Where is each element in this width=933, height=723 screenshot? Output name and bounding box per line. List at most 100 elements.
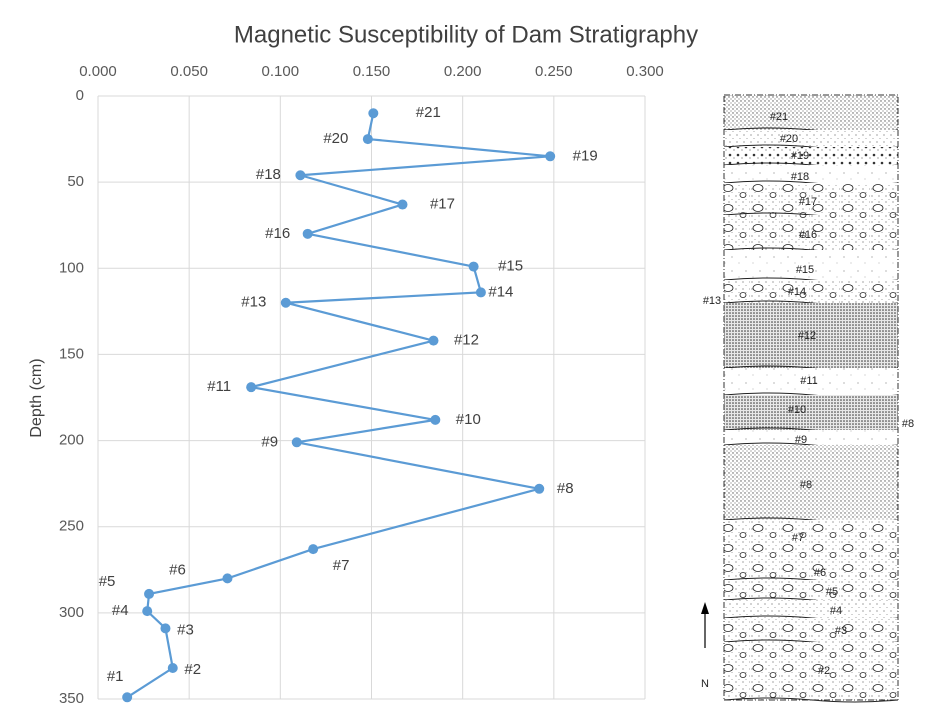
stratum-label: #20 bbox=[780, 133, 798, 145]
point-label: #4 bbox=[112, 602, 129, 619]
point-label: #18 bbox=[256, 166, 281, 183]
data-point bbox=[246, 382, 257, 393]
stratum bbox=[724, 520, 898, 580]
stratum-label: #15 bbox=[796, 264, 814, 276]
stratigraphy-column: #21 #20 #19 #18 #17 #16 #15 #14 #13 #12 #11 #10 #8 #9… bbox=[703, 94, 914, 703]
stratum bbox=[724, 280, 898, 303]
stratum-label: #8 bbox=[800, 479, 812, 491]
stratum-label: #3 bbox=[835, 625, 847, 637]
stratum bbox=[724, 147, 898, 165]
data-point bbox=[430, 414, 441, 425]
point-label: #10 bbox=[456, 411, 481, 428]
data-point bbox=[428, 335, 439, 346]
point-label: #7 bbox=[333, 557, 350, 574]
stratum bbox=[724, 250, 898, 280]
point-label: #2 bbox=[184, 661, 201, 678]
data-point bbox=[308, 544, 319, 555]
stratum-label: #8 bbox=[902, 418, 914, 430]
data-point bbox=[545, 151, 556, 162]
column-border bbox=[723, 94, 899, 701]
data-point bbox=[160, 623, 171, 634]
point-label: #20 bbox=[323, 130, 348, 147]
y-tick-label: 150 bbox=[59, 345, 84, 362]
point-label: #12 bbox=[454, 332, 479, 349]
north-label: N bbox=[701, 678, 709, 690]
stratum-label: #21 bbox=[770, 111, 788, 123]
data-point bbox=[362, 134, 373, 145]
chart-title: Magnetic Susceptibility of Dam Stratigra… bbox=[234, 21, 698, 48]
point-label: #19 bbox=[573, 147, 598, 164]
stratum-label: #10 bbox=[788, 404, 806, 416]
stratum-label: #12 bbox=[798, 330, 816, 342]
data-point bbox=[167, 662, 178, 673]
stratum-label: #7 bbox=[792, 532, 804, 544]
stratum-label: #2 bbox=[818, 665, 830, 677]
point-label: #17 bbox=[430, 196, 455, 213]
point-label: #14 bbox=[488, 283, 513, 300]
stratum-label: #17 bbox=[799, 196, 817, 208]
x-tick-label: 0.100 bbox=[262, 63, 300, 80]
point-label: #9 bbox=[261, 433, 278, 450]
x-tick-label: 0.200 bbox=[444, 63, 482, 80]
data-point bbox=[302, 228, 313, 239]
point-label: #8 bbox=[557, 480, 574, 497]
data-point bbox=[468, 261, 479, 272]
stratum-label: #5 bbox=[826, 586, 838, 598]
data-point bbox=[368, 108, 379, 119]
stratum bbox=[724, 368, 898, 395]
stratum bbox=[724, 445, 898, 520]
x-tick-label: 0.300 bbox=[626, 63, 664, 80]
stratum-boundary bbox=[723, 697, 899, 703]
data-line bbox=[126, 113, 551, 699]
point-label: #1 bbox=[107, 668, 124, 685]
point-label: #15 bbox=[498, 258, 523, 275]
data-point bbox=[534, 483, 545, 494]
stratum bbox=[724, 618, 898, 642]
y-tick-label: 0 bbox=[76, 87, 84, 104]
stratum bbox=[724, 580, 898, 600]
stratum bbox=[724, 215, 898, 250]
stratum-label: #6 bbox=[814, 567, 826, 579]
data-point bbox=[222, 573, 233, 584]
point-label: #3 bbox=[177, 621, 194, 638]
data-point bbox=[295, 170, 306, 181]
stratum-label: #18 bbox=[791, 171, 809, 183]
y-tick-label: 300 bbox=[59, 604, 84, 621]
point-label: #11 bbox=[207, 378, 231, 395]
stratum bbox=[724, 183, 898, 215]
x-tick-label: 0.000 bbox=[79, 63, 117, 80]
stratum-label: #9 bbox=[795, 434, 807, 446]
y-tick-label: 200 bbox=[59, 432, 84, 449]
stratum-label: #16 bbox=[799, 229, 817, 241]
stratum-label: #13 bbox=[703, 295, 721, 307]
data-point bbox=[142, 606, 153, 617]
data-point bbox=[280, 297, 291, 308]
data-point bbox=[291, 437, 302, 448]
y-tick-label: 250 bbox=[59, 518, 84, 535]
stratum bbox=[724, 600, 898, 618]
data-point bbox=[122, 692, 133, 703]
data-point bbox=[144, 588, 155, 599]
data-point bbox=[475, 287, 486, 298]
stratum-label: #4 bbox=[830, 605, 842, 617]
stratum-label: #11 bbox=[800, 375, 818, 387]
stratum bbox=[724, 130, 898, 147]
stratum bbox=[724, 303, 898, 368]
y-tick-label: 100 bbox=[59, 259, 84, 276]
y-tick-label: 50 bbox=[67, 173, 84, 190]
y-tick-label: 350 bbox=[59, 690, 84, 707]
point-label: #16 bbox=[265, 225, 290, 242]
north-arrow-head bbox=[701, 602, 709, 614]
point-label: #5 bbox=[99, 573, 116, 590]
stratum-label: #14 bbox=[788, 286, 806, 298]
x-tick-label: 0.250 bbox=[535, 63, 573, 80]
data-point bbox=[397, 199, 408, 210]
point-label: #13 bbox=[241, 294, 266, 311]
y-axis-label: Depth (cm) bbox=[28, 358, 45, 437]
stratum bbox=[724, 165, 898, 183]
point-label: #21 bbox=[416, 104, 441, 121]
stratum bbox=[724, 430, 898, 445]
x-tick-label: 0.050 bbox=[170, 63, 208, 80]
stratum bbox=[724, 95, 898, 130]
